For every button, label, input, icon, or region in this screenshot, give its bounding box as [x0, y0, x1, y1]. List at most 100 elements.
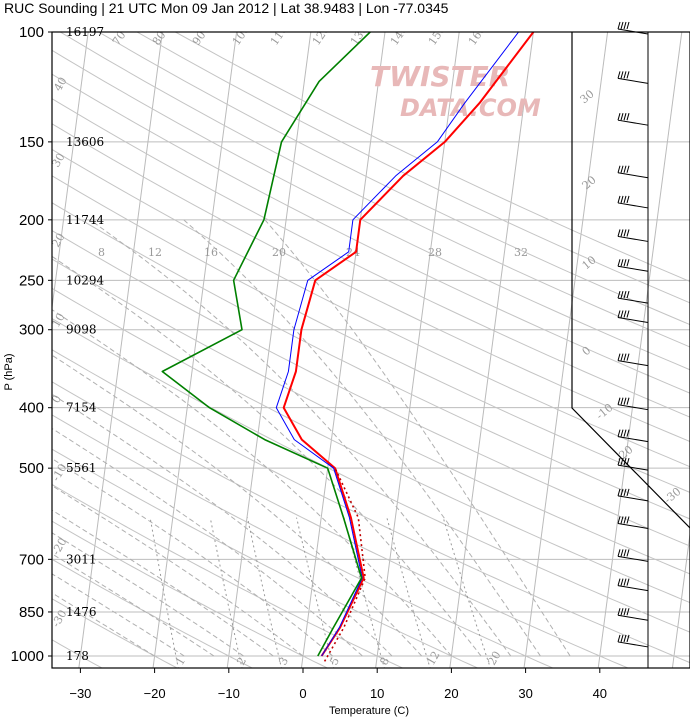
mixing-ratio-line	[149, 517, 179, 668]
wind-barb	[617, 259, 649, 272]
wind-barb-flag	[626, 429, 630, 437]
y-axis-label: P (hPa)	[3, 353, 15, 390]
mixing-ratio-line	[386, 517, 431, 668]
wind-barb	[617, 113, 649, 126]
wind-barb-shaft	[617, 464, 649, 471]
wind-barb	[617, 21, 649, 35]
isotherm-label: 160	[466, 23, 489, 48]
wind-barb	[617, 608, 649, 621]
moist-adiabat	[52, 592, 155, 657]
moist-adiabat-label: 20	[580, 173, 599, 192]
pressure-label-250: 250	[19, 272, 44, 289]
wind-barb-flag	[626, 516, 630, 524]
wind-barb-flag	[623, 229, 627, 237]
mixing-ratio-line	[343, 517, 385, 668]
height-label-300: 9098	[66, 323, 97, 337]
x-tick-label: 40	[593, 686, 607, 701]
wind-barb-flag	[620, 608, 624, 616]
height-label-150: 13606	[66, 135, 104, 149]
isotherm-line	[300, 32, 386, 668]
wind-barb	[617, 195, 649, 209]
isotherm-line	[152, 32, 238, 668]
wind-barb-flag	[623, 165, 627, 173]
mixing-ratio-bottom-label: 12	[424, 649, 442, 668]
wind-barb-shaft	[617, 28, 649, 35]
isotherm-label: 150	[426, 23, 449, 48]
isotherm-label: 100	[230, 23, 253, 48]
wind-barb-flag	[617, 71, 621, 79]
wind-barb-flag	[623, 259, 627, 267]
wind-barb-flag	[620, 165, 624, 173]
dry-adiabat	[52, 258, 690, 575]
dry-adiabat	[52, 414, 555, 668]
wind-barb-flag	[617, 353, 621, 361]
wind-barb-shaft	[617, 119, 649, 126]
x-tick-label: 10	[370, 686, 384, 701]
wind-barb-flag	[620, 634, 624, 643]
wind-barb-flag	[617, 259, 621, 267]
wind-barb-flag	[617, 165, 621, 173]
wind-barb	[617, 229, 649, 242]
isotherm-line	[375, 32, 460, 668]
moist-adiabat	[52, 393, 393, 657]
wind-barb-flag	[623, 458, 627, 466]
pressure-label-300: 300	[19, 322, 44, 339]
moist-adiabat	[264, 219, 571, 657]
wind-barb-flag	[626, 578, 630, 586]
mixing-ratio-label: 20	[272, 246, 286, 259]
moist-adiabat	[183, 219, 541, 657]
wind-barb-flag	[620, 488, 624, 497]
mixing-ratio-bottom-label: 5	[327, 655, 342, 668]
x-tick-label: −30	[69, 686, 91, 701]
plot-frame	[51, 31, 690, 669]
isotherm-label: 140	[388, 23, 411, 48]
wind-barb	[617, 578, 649, 592]
mixing-ratio-bottom-label: 20	[485, 649, 503, 668]
dry-adiabat	[52, 287, 690, 604]
dry-adiabat	[52, 317, 690, 633]
wind-barb	[617, 458, 649, 471]
wind-barb-flag	[623, 608, 627, 616]
wind-barb-flag	[617, 21, 621, 30]
wind-barb-shaft	[617, 77, 649, 84]
dry-adiabat	[52, 98, 690, 418]
wind-barb-flag	[617, 608, 621, 616]
series-virtual-temperature	[275, 32, 519, 657]
wind-barb-shaft	[617, 436, 649, 443]
wind-barb-flag	[620, 397, 624, 405]
x-axis-label: Temperature (C)	[329, 705, 409, 717]
mixing-ratio-bottom-label: 1	[173, 655, 188, 668]
mixing-ratio-label: 16	[204, 246, 218, 259]
wind-barb-flag	[626, 229, 630, 237]
pressure-label-1000: 1000	[11, 648, 44, 665]
wind-barb-shaft	[617, 235, 649, 242]
mixing-ratio-line	[296, 517, 335, 668]
wind-barb-flag	[626, 458, 630, 466]
mixing-ratio-bottom-label: 3	[276, 655, 291, 668]
wind-barb	[617, 429, 649, 443]
dry-adiabat	[98, 32, 690, 326]
wind-barb-shaft	[617, 614, 649, 621]
dry-adiabat	[52, 175, 690, 493]
x-tick-label: 20	[444, 686, 458, 701]
series-layer	[161, 32, 535, 662]
dry-adiabat-label: 40	[51, 75, 69, 94]
wind-barb-flag	[623, 488, 627, 497]
series-parcel	[323, 467, 366, 662]
height-label-850: 1476	[66, 605, 97, 619]
watermark-line1: TWISTER	[370, 60, 510, 93]
wind-barb-flag	[617, 634, 621, 643]
wind-barb-flag	[626, 488, 630, 497]
dry-adiabat	[59, 32, 690, 348]
dry-adiabat	[52, 349, 690, 664]
wind-barb-flag	[626, 634, 630, 643]
wind-barb-flag	[626, 310, 630, 318]
isotherm-label: 120	[310, 23, 333, 48]
wind-barb-flag	[620, 458, 624, 466]
moist-adiabat	[52, 309, 452, 657]
wind-barb-flag	[623, 71, 627, 79]
wind-barb-flag	[623, 634, 627, 643]
x-tick-label: −10	[218, 686, 240, 701]
wind-barb-flag	[623, 578, 627, 586]
